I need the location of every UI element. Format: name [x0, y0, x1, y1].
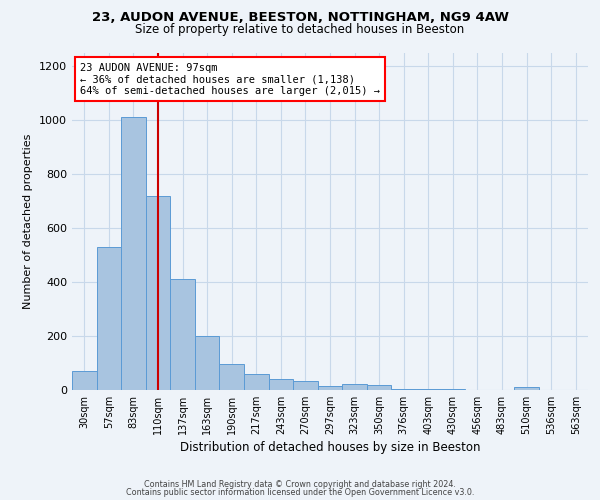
- X-axis label: Distribution of detached houses by size in Beeston: Distribution of detached houses by size …: [180, 441, 480, 454]
- Text: 23 AUDON AVENUE: 97sqm
← 36% of detached houses are smaller (1,138)
64% of semi-: 23 AUDON AVENUE: 97sqm ← 36% of detached…: [80, 62, 380, 96]
- Text: Size of property relative to detached houses in Beeston: Size of property relative to detached ho…: [136, 24, 464, 36]
- Text: 23, AUDON AVENUE, BEESTON, NOTTINGHAM, NG9 4AW: 23, AUDON AVENUE, BEESTON, NOTTINGHAM, N…: [91, 11, 509, 24]
- Bar: [97, 247, 121, 390]
- Bar: [195, 336, 220, 390]
- Bar: [121, 118, 146, 390]
- Bar: [72, 371, 97, 390]
- Bar: [367, 385, 391, 390]
- Bar: [220, 364, 244, 390]
- Bar: [269, 379, 293, 390]
- Bar: [342, 384, 367, 390]
- Bar: [293, 380, 318, 390]
- Y-axis label: Number of detached properties: Number of detached properties: [23, 134, 34, 309]
- Bar: [416, 389, 440, 390]
- Bar: [244, 374, 269, 390]
- Text: Contains HM Land Registry data © Crown copyright and database right 2024.: Contains HM Land Registry data © Crown c…: [144, 480, 456, 489]
- Bar: [391, 388, 416, 390]
- Text: Contains public sector information licensed under the Open Government Licence v3: Contains public sector information licen…: [126, 488, 474, 497]
- Bar: [146, 196, 170, 390]
- Bar: [170, 280, 195, 390]
- Bar: [318, 386, 342, 390]
- Bar: [514, 387, 539, 390]
